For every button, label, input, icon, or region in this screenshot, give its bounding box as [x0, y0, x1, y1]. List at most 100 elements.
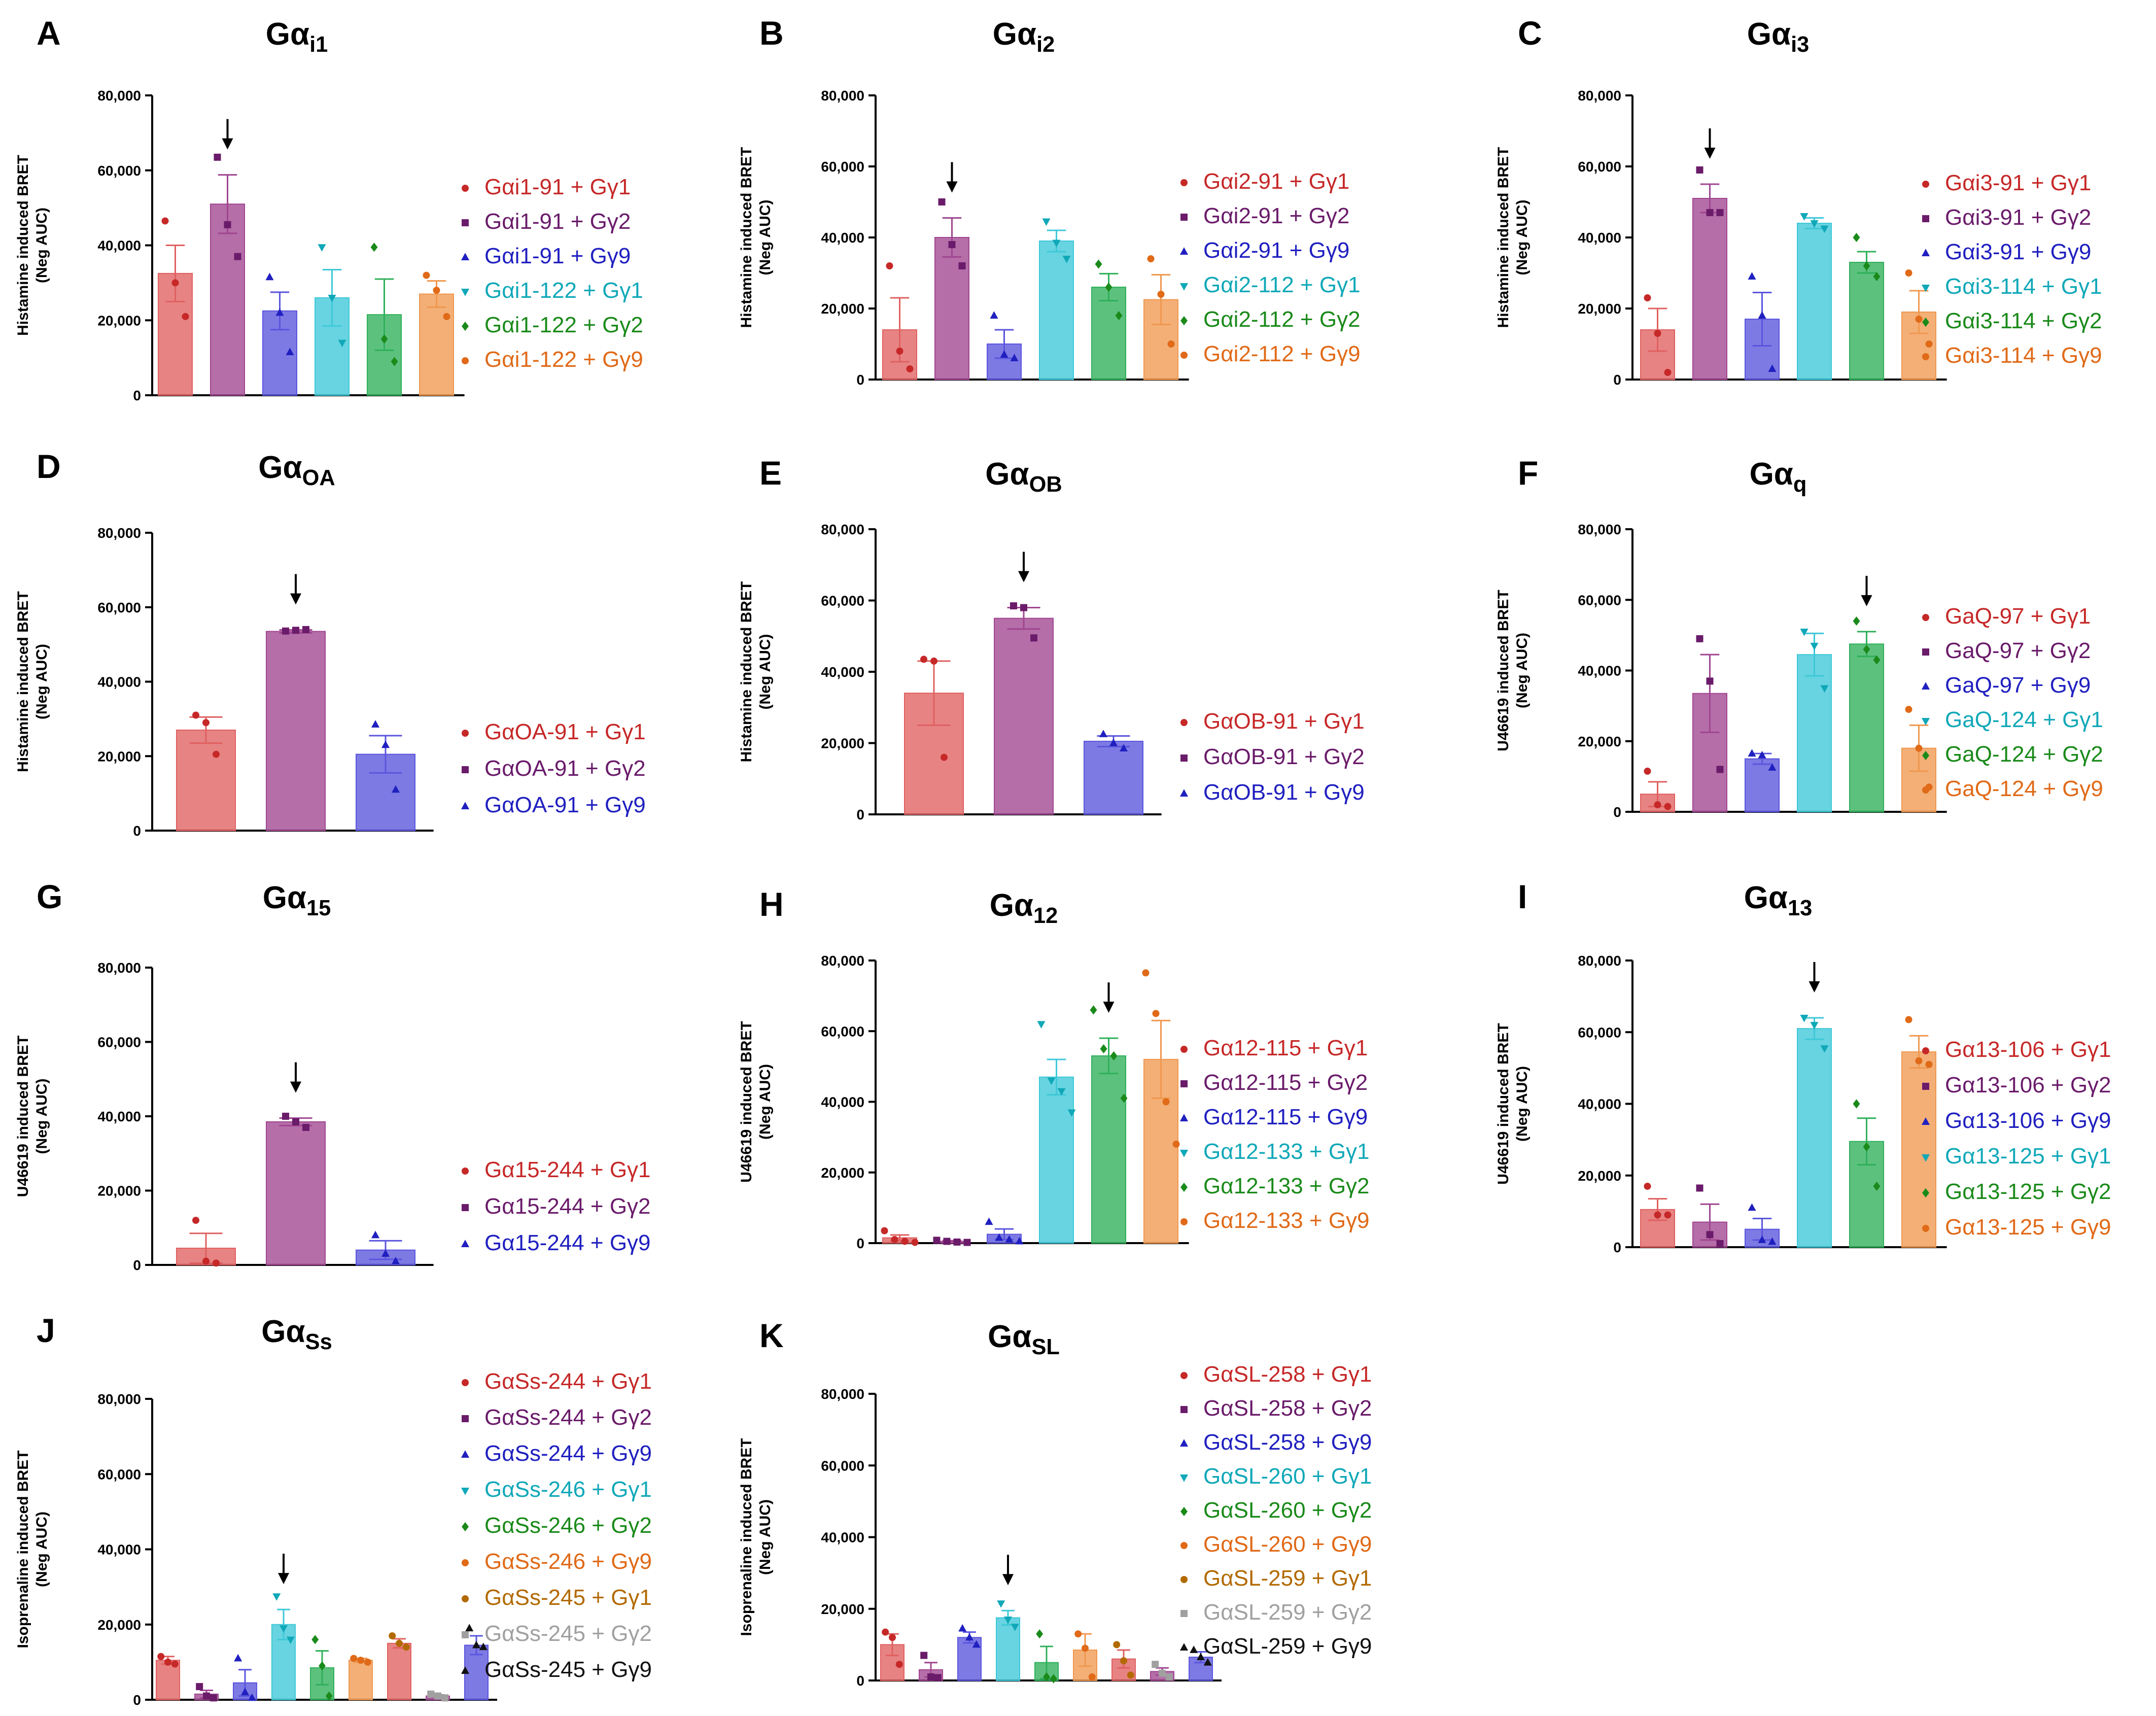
data-point: [1758, 311, 1766, 319]
y-tick-label: 0: [1613, 1240, 1621, 1255]
chart-title: Gαi1: [266, 17, 328, 57]
legend-marker: [1180, 1372, 1188, 1379]
chart-title: Gαi3: [1747, 17, 1810, 57]
data-point: [963, 1239, 971, 1246]
legend-label: GαSL-258 + Gγ2: [1203, 1396, 1372, 1421]
data-point: [1863, 261, 1870, 271]
data-point: [433, 287, 440, 294]
data-point: [995, 1233, 1003, 1241]
bar-group: [176, 1217, 236, 1267]
legend-marker: [1180, 1080, 1188, 1087]
bar-group: [1111, 1641, 1136, 1681]
y-axis-label-units: (Neg AUC): [757, 1499, 774, 1575]
legend-label: GαOB-91 + Gγ1: [1203, 709, 1365, 734]
legend-label: GαOB-91 + Gγ9: [1203, 780, 1365, 805]
chart-title-main: Gα: [985, 457, 1029, 492]
data-point: [338, 339, 346, 348]
data-point: [1905, 269, 1912, 277]
y-tick-label: 40,000: [821, 1094, 864, 1110]
legend-marker: [1180, 1406, 1188, 1413]
data-point: [272, 1593, 281, 1601]
chart-title-sub: i1: [309, 32, 328, 57]
data-point: [282, 1113, 289, 1120]
bar-group: [1640, 1182, 1675, 1248]
bar-group: [1849, 1099, 1884, 1248]
y-axis-label: Histamine induced BRET: [738, 147, 755, 328]
legend-label: GαSs-244 + Gγ2: [484, 1405, 652, 1430]
data-point: [1127, 1671, 1134, 1679]
data-point: [1159, 1669, 1166, 1677]
data-point: [1147, 255, 1155, 262]
chart-title-sub: 13: [1788, 896, 1812, 920]
highlight-arrow: [1704, 128, 1716, 159]
data-point: [882, 1628, 889, 1636]
data-point: [1664, 803, 1672, 810]
legend-label: Gαi3-91 + Gγ9: [1945, 239, 2091, 264]
chart-title: Gα13: [1744, 880, 1813, 920]
legend-label: GαSL-260 + Gγ1: [1203, 1464, 1372, 1489]
legend-label: GαSs-245 + Gγ1: [484, 1585, 652, 1610]
data-point: [1654, 801, 1661, 809]
legend-label: GαSs-246 + Gγ2: [484, 1513, 652, 1538]
legend-label: GaQ-97 + Gγ2: [1945, 638, 2091, 663]
bar-group: [1189, 1645, 1213, 1681]
data-point: [1925, 340, 1933, 348]
data-point: [1120, 1657, 1127, 1665]
y-tick-label: 80,000: [97, 88, 141, 104]
y-axis-label-units: (Neg AUC): [757, 634, 774, 710]
bar-group: [315, 244, 350, 396]
data-point: [1820, 225, 1829, 233]
bar-group: [985, 1217, 1024, 1245]
y-tick-label: 0: [133, 1692, 141, 1708]
data-point: [1706, 1231, 1714, 1239]
bar: [1797, 223, 1832, 380]
y-tick-label: 0: [1613, 372, 1621, 388]
y-tick-label: 60,000: [1578, 1024, 1621, 1040]
bar-group: [994, 602, 1054, 815]
legend-marker: [1180, 214, 1188, 221]
data-point: [210, 1694, 217, 1702]
y-axis-label-units: (Neg AUC): [33, 644, 50, 719]
data-point: [1120, 1093, 1128, 1103]
data-point: [1152, 1661, 1159, 1668]
data-point: [1800, 1015, 1809, 1022]
arrow-head: [222, 138, 233, 150]
arrow-head: [290, 593, 301, 605]
data-point: [1716, 766, 1724, 773]
data-point: [1037, 1021, 1046, 1029]
legend-label: Gαi3-114 + Gγ9: [1945, 343, 2102, 368]
highlight-arrow: [278, 1554, 289, 1585]
bar-group: [1901, 269, 1936, 380]
y-axis-label: U46619 induced BRET: [1495, 1023, 1512, 1184]
data-point: [203, 1692, 210, 1700]
bar: [367, 314, 402, 396]
bar-group: [880, 1628, 905, 1681]
data-point: [1810, 642, 1819, 650]
data-point: [427, 1690, 435, 1698]
panel-letter: I: [1518, 878, 1527, 915]
panel-letter: A: [37, 14, 61, 52]
data-point: [286, 348, 294, 355]
legend-label: Gαi3-114 + Gγ1: [1945, 274, 2102, 299]
legend-label: GαSL-260 + Gγ9: [1203, 1532, 1372, 1557]
legend-label: Gα13-125 + Gγ2: [1945, 1179, 2111, 1204]
legend-label: GαSL-258 + Gγ1: [1203, 1362, 1372, 1387]
y-tick-label: 20,000: [1578, 1168, 1621, 1184]
data-point: [1915, 316, 1923, 323]
data-point: [1011, 1624, 1019, 1631]
bar-group: [266, 1113, 326, 1266]
chart-panel-a: A Gαi1 Histamine induced BRET (Neg AUC) 0 20,…: [15, 14, 643, 403]
legend-marker: [1179, 1439, 1189, 1447]
legend-marker: [462, 1595, 469, 1602]
data-point: [1644, 1182, 1651, 1190]
bar-group: [1692, 1184, 1727, 1248]
data-point: [1003, 1616, 1013, 1624]
legend-label: Gα12-115 + Gγ9: [1203, 1105, 1368, 1129]
legend: GαSL-258 + Gγ1 GαSL-258 + Gγ2 GαSL-258 + G…: [1179, 1362, 1372, 1659]
bar-group: [194, 1683, 219, 1702]
y-tick-label: 80,000: [821, 88, 864, 104]
data-point: [1152, 1010, 1160, 1017]
data-point: [213, 750, 220, 758]
y-axis-label: U46619 induced BRET: [1495, 590, 1512, 751]
legend-marker: [1922, 750, 1929, 761]
